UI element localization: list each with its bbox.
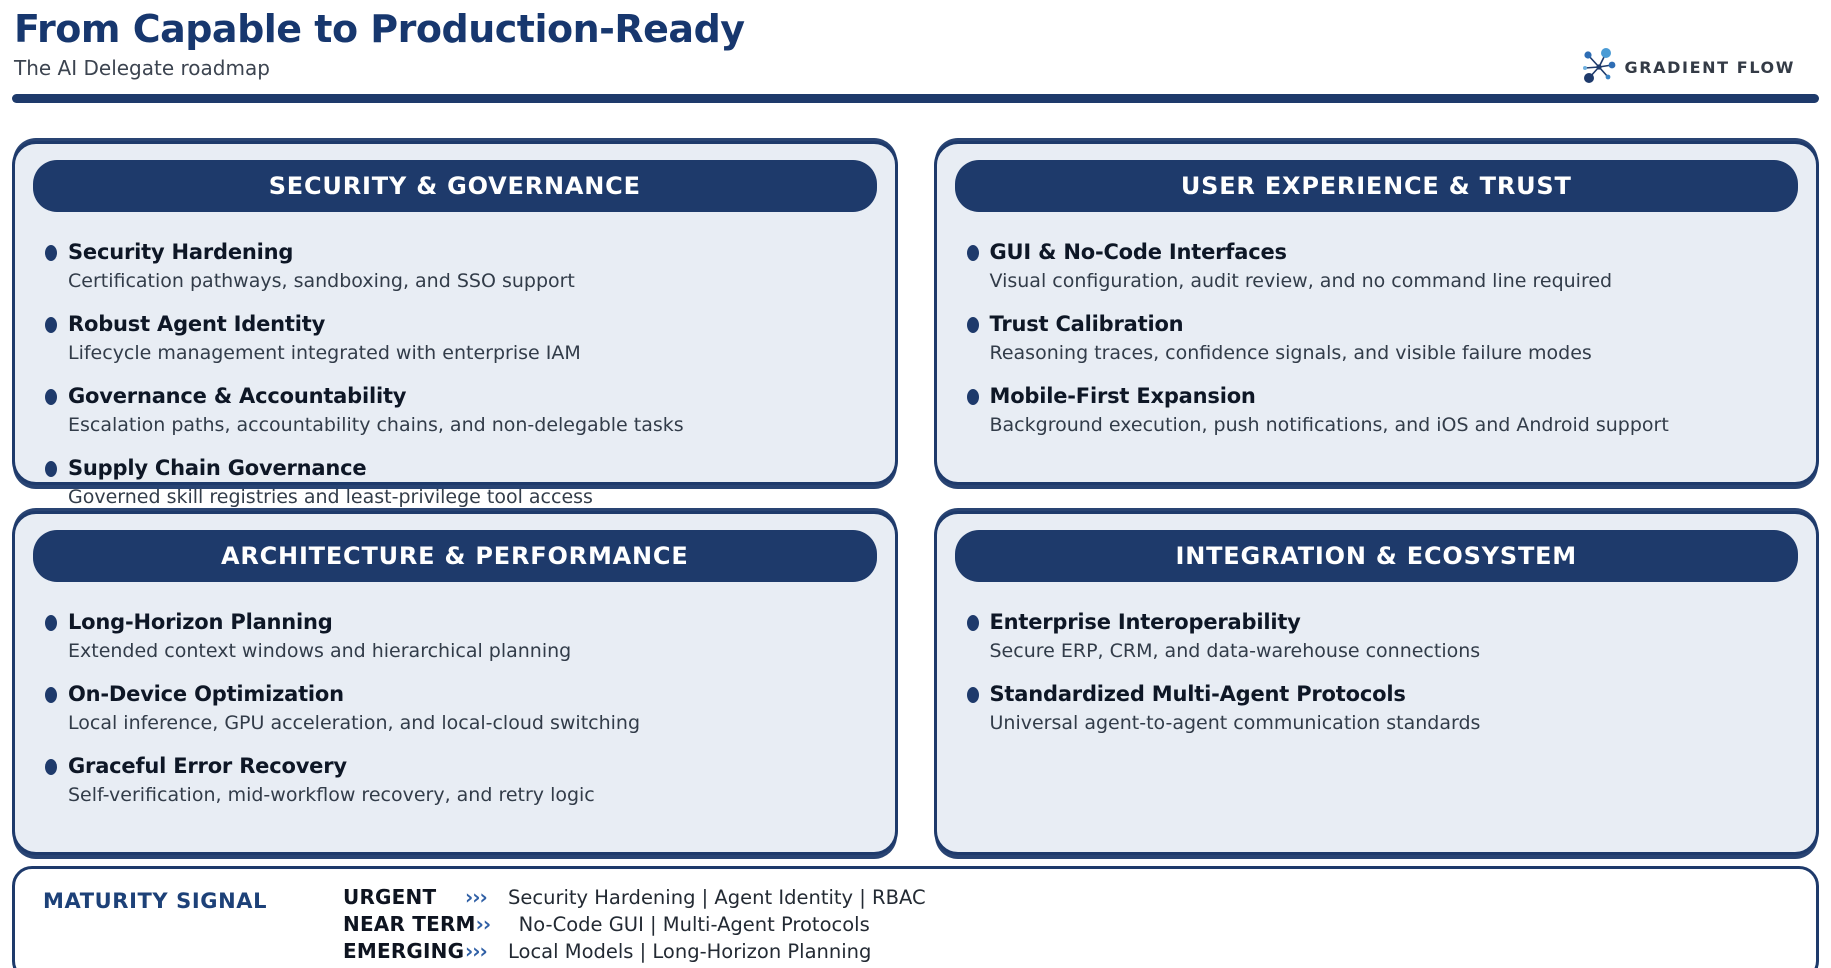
list-item: Long-Horizon Planning Extended context w… (45, 608, 875, 664)
bullet-icon (45, 460, 57, 477)
item-title: GUI & No-Code Interfaces (989, 240, 1287, 264)
panel-items: Enterprise Interoperability Secure ERP, … (937, 582, 1817, 736)
stage-label: URGENT (343, 885, 437, 909)
bullet-icon (45, 316, 57, 333)
panel-architecture-performance: ARCHITECTURE & PERFORMANCE Long-Horizon … (12, 511, 898, 855)
panel-grid: SECURITY & GOVERNANCE Security Hardening… (12, 141, 1819, 855)
bullet-icon (45, 686, 57, 703)
panel-integration-ecosystem: INTEGRATION & ECOSYSTEM Enterprise Inter… (933, 511, 1819, 855)
item-description: Background execution, push notifications… (989, 414, 1669, 436)
item-title: Trust Calibration (989, 312, 1184, 336)
bullet-icon (966, 686, 979, 703)
bullet-icon (966, 316, 979, 333)
chevrons-icon: ››› (465, 939, 488, 963)
list-item: Mobile-First Expansion Background execut… (966, 382, 1797, 438)
maturity-signal-label: MATURITY SIGNAL (43, 889, 268, 913)
item-description: Secure ERP, CRM, and data-warehouse conn… (989, 640, 1481, 662)
panel-title: ARCHITECTURE & PERFORMANCE (33, 530, 877, 582)
maturity-row-near-term: NEAR TERM ›› No-Code GUI | Multi-Agent P… (343, 912, 926, 939)
list-item: Graceful Error Recovery Self-verificatio… (45, 752, 875, 808)
panel-user-experience-trust: USER EXPERIENCE & TRUST GUI & No-Code In… (933, 141, 1819, 485)
bullet-icon (45, 388, 57, 405)
page-title: From Capable to Production-Ready (14, 7, 745, 51)
bullet-icon (966, 614, 979, 631)
item-title: Graceful Error Recovery (68, 754, 347, 778)
item-description: Universal agent-to-agent communication s… (989, 712, 1481, 734)
list-item: Trust Calibration Reasoning traces, conf… (966, 310, 1797, 366)
bullet-icon (966, 244, 979, 261)
item-title: Mobile-First Expansion (989, 384, 1256, 408)
list-item: Supply Chain Governance Governed skill r… (45, 454, 875, 510)
list-item: Standardized Multi-Agent Protocols Unive… (966, 680, 1797, 736)
item-description: Self-verification, mid-workflow recovery… (68, 784, 595, 806)
maturity-row-emerging: EMERGING ››› Local Models | Long-Horizon… (343, 939, 926, 966)
network-molecule-icon (1579, 44, 1619, 90)
stage-items: Local Models | Long-Horizon Planning (508, 940, 872, 963)
maturity-signal-box: MATURITY SIGNAL URGENT ››› Security Hard… (12, 866, 1819, 968)
item-title: On-Device Optimization (68, 682, 344, 706)
list-item: Governance & Accountability Escalation p… (45, 382, 875, 438)
panel-items: GUI & No-Code Interfaces Visual configur… (937, 212, 1817, 438)
header-divider (12, 94, 1819, 103)
item-title: Supply Chain Governance (68, 456, 367, 480)
list-item: Robust Agent Identity Lifecycle manageme… (45, 310, 875, 366)
item-title: Standardized Multi-Agent Protocols (989, 682, 1406, 706)
chevrons-icon: ›› (475, 912, 491, 936)
item-title: Security Hardening (68, 240, 294, 264)
panel-title: SECURITY & GOVERNANCE (33, 160, 877, 212)
list-item: Enterprise Interoperability Secure ERP, … (966, 608, 1797, 664)
panel-security-governance: SECURITY & GOVERNANCE Security Hardening… (12, 141, 898, 508)
maturity-row-urgent: URGENT ››› Security Hardening | Agent Id… (343, 885, 926, 912)
item-description: Reasoning traces, confidence signals, an… (989, 342, 1592, 364)
bullet-icon (45, 614, 57, 631)
list-item: On-Device Optimization Local inference, … (45, 680, 875, 736)
item-description: Extended context windows and hierarchica… (68, 640, 572, 662)
brand-logo: GRADIENT FLOW (1579, 44, 1795, 90)
maturity-rows: URGENT ››› Security Hardening | Agent Id… (343, 883, 926, 966)
bullet-icon (45, 244, 57, 261)
stage-items: No-Code GUI | Multi-Agent Protocols (518, 913, 870, 936)
stage-label: NEAR TERM (343, 912, 476, 936)
item-description: Visual configuration, audit review, and … (989, 270, 1613, 292)
bullet-icon (966, 388, 979, 405)
list-item: GUI & No-Code Interfaces Visual configur… (966, 238, 1797, 294)
panel-title: USER EXPERIENCE & TRUST (954, 160, 1798, 212)
item-description: Certification pathways, sandboxing, and … (68, 270, 575, 292)
item-description: Local inference, GPU acceleration, and l… (68, 712, 641, 734)
item-title: Governance & Accountability (68, 384, 407, 408)
item-description: Lifecycle management integrated with ent… (68, 342, 581, 364)
panel-title: INTEGRATION & ECOSYSTEM (954, 530, 1798, 582)
item-title: Robust Agent Identity (68, 312, 326, 336)
bullet-icon (45, 758, 57, 775)
list-item: Security Hardening Certification pathway… (45, 238, 875, 294)
panel-items: Long-Horizon Planning Extended context w… (15, 582, 895, 808)
item-title: Long-Horizon Planning (68, 610, 333, 634)
item-description: Escalation paths, accountability chains,… (68, 414, 684, 436)
brand-name: GRADIENT FLOW (1624, 57, 1795, 77)
page-subtitle: The AI Delegate roadmap (14, 56, 270, 80)
stage-label: EMERGING (343, 939, 465, 963)
panel-items: Security Hardening Certification pathway… (15, 212, 895, 510)
item-description: Governed skill registries and least-priv… (68, 486, 593, 508)
item-title: Enterprise Interoperability (989, 610, 1301, 634)
stage-items: Security Hardening | Agent Identity | RB… (508, 886, 926, 909)
chevrons-icon: ››› (465, 885, 488, 909)
